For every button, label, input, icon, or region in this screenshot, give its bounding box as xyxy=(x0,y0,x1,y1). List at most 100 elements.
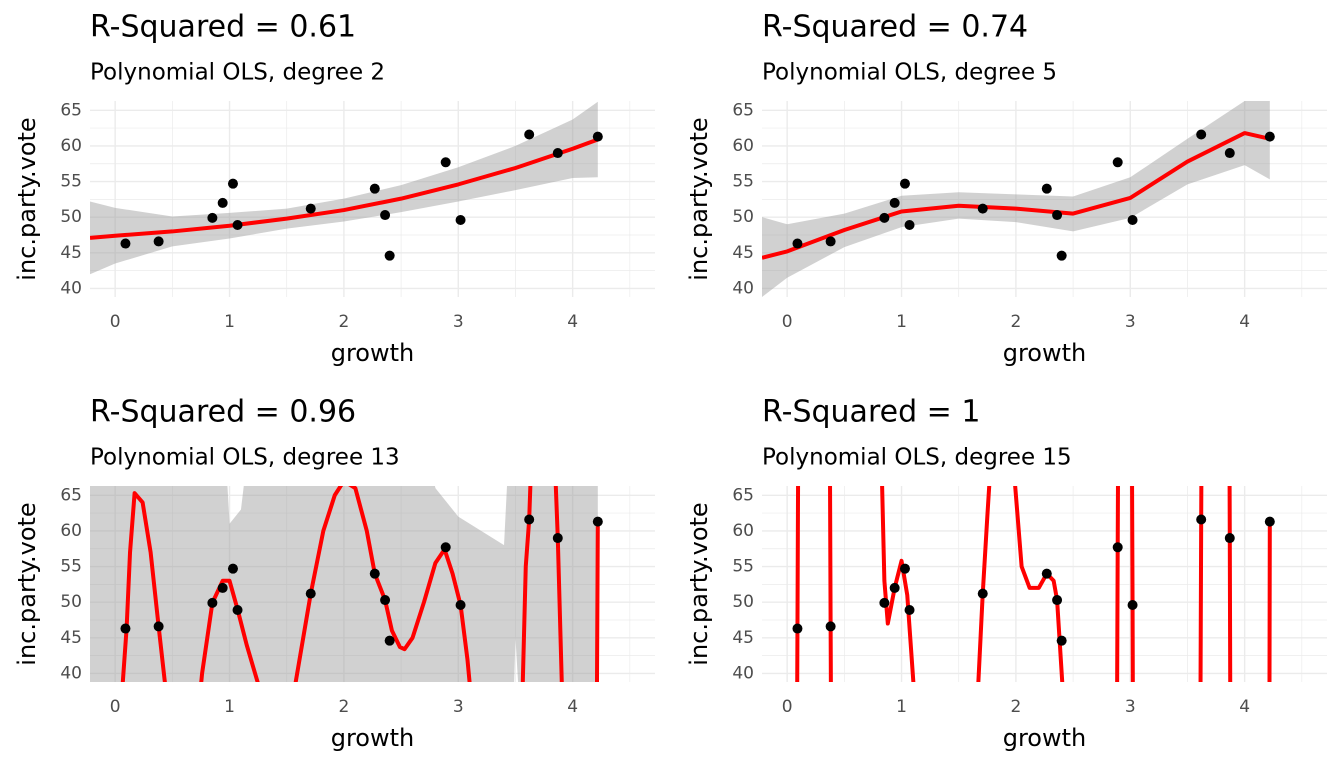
y-axis-title: inc.party.vote xyxy=(13,502,41,665)
data-point xyxy=(380,210,391,221)
data-point xyxy=(440,542,451,553)
data-point xyxy=(899,563,910,574)
fit-line xyxy=(762,131,1271,260)
data-point xyxy=(1224,148,1235,159)
data-point xyxy=(1112,542,1123,553)
fit-line xyxy=(120,486,600,682)
x-tick-label: 1 xyxy=(896,697,907,717)
panel-subtitle: Polynomial OLS, degree 5 xyxy=(762,60,1057,86)
x-tick-label: 2 xyxy=(338,697,349,717)
y-tick-label: 40 xyxy=(732,663,754,683)
x-tick-label: 3 xyxy=(1125,697,1136,717)
y-tick-label: 55 xyxy=(732,172,754,192)
x-tick-label: 0 xyxy=(110,697,121,717)
y-tick-label: 60 xyxy=(60,136,82,156)
x-axis-title: growth xyxy=(1003,339,1087,367)
confidence-band xyxy=(90,486,598,682)
data-point xyxy=(1056,250,1067,261)
y-tick-label: 60 xyxy=(60,521,82,541)
data-point xyxy=(232,605,243,616)
data-point xyxy=(380,595,391,606)
data-point xyxy=(217,197,228,208)
data-point xyxy=(369,183,380,194)
data-point xyxy=(1052,210,1063,221)
x-tick-label: 1 xyxy=(224,312,235,332)
data-point xyxy=(825,236,836,247)
data-point xyxy=(384,635,395,646)
x-tick-label: 3 xyxy=(453,312,464,332)
data-point xyxy=(305,588,316,599)
data-point xyxy=(1127,215,1138,226)
y-tick-label: 40 xyxy=(60,663,82,683)
x-tick-label: 4 xyxy=(1239,312,1250,332)
y-tick-label: 45 xyxy=(60,628,82,648)
y-axis-title: inc.party.vote xyxy=(685,502,713,665)
x-tick-label: 4 xyxy=(567,697,578,717)
data-point xyxy=(305,203,316,214)
data-point xyxy=(1224,533,1235,544)
data-point xyxy=(977,588,988,599)
data-point xyxy=(1127,600,1138,611)
data-point xyxy=(1052,595,1063,606)
data-point xyxy=(524,129,535,140)
data-point xyxy=(227,563,238,574)
data-point xyxy=(1112,157,1123,168)
y-tick-label: 55 xyxy=(60,557,82,577)
y-tick-label: 65 xyxy=(732,485,754,505)
data-point xyxy=(792,623,803,634)
data-point xyxy=(1196,129,1207,140)
panel: R-Squared = 1 Polynomial OLS, degree 15 gr… xyxy=(685,395,1327,752)
data-point xyxy=(889,582,900,593)
plot-area xyxy=(795,486,1272,682)
y-tick-label: 50 xyxy=(732,592,754,612)
y-tick-label: 45 xyxy=(60,243,82,263)
data-point xyxy=(1196,514,1207,525)
fit-line xyxy=(90,137,599,240)
data-point xyxy=(227,178,238,189)
panel-subtitle: Polynomial OLS, degree 13 xyxy=(90,445,400,471)
data-point xyxy=(552,533,563,544)
y-tick-label: 50 xyxy=(60,592,82,612)
y-tick-label: 60 xyxy=(732,136,754,156)
data-point xyxy=(592,131,603,142)
x-axis-title: growth xyxy=(331,339,415,367)
y-tick-label: 55 xyxy=(60,172,82,192)
data-point xyxy=(552,148,563,159)
y-tick-label: 65 xyxy=(60,485,82,505)
y-tick-label: 60 xyxy=(732,521,754,541)
y-tick-label: 50 xyxy=(732,207,754,227)
x-tick-label: 2 xyxy=(338,312,349,332)
y-tick-label: 50 xyxy=(60,207,82,227)
x-tick-label: 1 xyxy=(896,312,907,332)
confidence-band xyxy=(762,101,1270,297)
data-point xyxy=(153,236,164,247)
panel: R-Squared = 0.74 Polynomial OLS, degree 5… xyxy=(685,10,1327,367)
x-tick-label: 0 xyxy=(782,312,793,332)
data-point xyxy=(120,238,131,249)
data-point xyxy=(369,568,380,579)
data-point xyxy=(899,178,910,189)
x-tick-label: 4 xyxy=(1239,697,1250,717)
x-tick-label: 2 xyxy=(1010,312,1021,332)
data-point xyxy=(1041,183,1052,194)
data-point xyxy=(1056,635,1067,646)
data-point xyxy=(217,582,228,593)
data-point xyxy=(1264,516,1275,527)
data-point xyxy=(455,215,466,226)
x-tick-label: 4 xyxy=(567,312,578,332)
panel-title: R-Squared = 0.74 xyxy=(762,10,1028,45)
data-point xyxy=(904,605,915,616)
x-axis-title: growth xyxy=(1003,724,1087,752)
x-tick-label: 2 xyxy=(1010,697,1021,717)
data-point xyxy=(889,197,900,208)
x-tick-label: 3 xyxy=(453,697,464,717)
plot-area xyxy=(90,486,600,682)
data-point xyxy=(207,597,218,608)
panel-title: R-Squared = 0.96 xyxy=(90,395,356,430)
panel-subtitle: Polynomial OLS, degree 15 xyxy=(762,445,1072,471)
data-point xyxy=(1264,131,1275,142)
data-point xyxy=(879,597,890,608)
data-point xyxy=(592,516,603,527)
y-axis-title: inc.party.vote xyxy=(13,117,41,280)
